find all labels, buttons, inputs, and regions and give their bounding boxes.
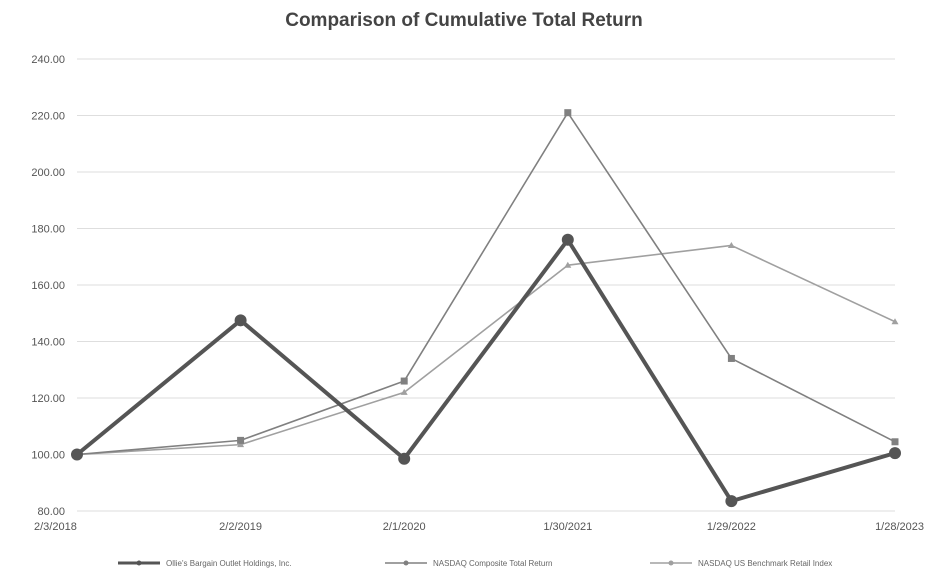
- data-point: [561, 233, 574, 246]
- data-point: [400, 377, 408, 385]
- legend-item: Ollie's Bargain Outlet Holdings, Inc.: [118, 559, 292, 568]
- data-point: [564, 261, 572, 268]
- data-point: [727, 241, 735, 248]
- legend-label: NASDAQ US Benchmark Retail Index: [698, 559, 832, 568]
- y-tick-label: 140.00: [31, 337, 65, 349]
- x-tick-label: 2/1/2020: [383, 521, 426, 533]
- legend-marker: [136, 560, 142, 566]
- series-line: [76, 244, 896, 456]
- y-axis-ticks: 80.00 100.00 120.00 140.00 160.00 180.00 200.0…: [31, 54, 65, 518]
- data-point: [400, 388, 408, 395]
- legend-marker: [668, 560, 674, 566]
- series-line: [75, 237, 896, 504]
- data-point: [889, 447, 901, 460]
- data-point: [234, 314, 247, 327]
- chart-title: Comparison of Cumulative Total Return: [285, 10, 643, 31]
- x-tick-label: 1/29/2022: [707, 521, 756, 533]
- x-tick-label: 2/2/2019: [219, 521, 262, 533]
- legend-item: NASDAQ US Benchmark Retail Index: [650, 559, 832, 568]
- y-tick-label: 240.00: [31, 54, 65, 66]
- legend-label: Ollie's Bargain Outlet Holdings, Inc.: [166, 559, 292, 568]
- y-tick-label: 120.00: [31, 393, 65, 405]
- legend-item: NASDAQ Composite Total Return: [385, 559, 552, 568]
- legend: Ollie's Bargain Outlet Holdings, Inc. NAS…: [118, 559, 832, 568]
- data-point: [727, 354, 735, 362]
- series-2: [73, 109, 899, 458]
- y-tick-label: 160.00: [31, 280, 65, 292]
- series-1: [71, 233, 901, 508]
- legend-marker: [403, 560, 409, 566]
- series-line: [76, 111, 896, 456]
- data-point: [725, 495, 738, 508]
- y-tick-label: 220.00: [31, 111, 65, 123]
- data-point: [71, 448, 83, 461]
- series-lines: [71, 109, 901, 508]
- y-tick-label: 80.00: [37, 506, 65, 518]
- y-tick-label: 100.00: [31, 450, 65, 462]
- x-tick-label: 1/28/2023: [875, 521, 924, 533]
- y-tick-label: 180.00: [31, 224, 65, 236]
- y-tick-label: 200.00: [31, 167, 65, 179]
- data-point: [398, 452, 411, 465]
- x-tick-label: 2/3/2018: [34, 521, 77, 533]
- data-point: [237, 436, 245, 444]
- x-axis-ticks: 2/3/2018 2/2/2019 2/1/2020 1/30/2021 1/29/20…: [34, 521, 924, 533]
- data-point: [564, 109, 572, 117]
- data-point: [891, 318, 899, 325]
- data-point: [237, 441, 245, 448]
- legend-label: NASDAQ Composite Total Return: [433, 559, 552, 568]
- data-point: [891, 438, 899, 446]
- x-tick-label: 1/30/2021: [543, 521, 592, 533]
